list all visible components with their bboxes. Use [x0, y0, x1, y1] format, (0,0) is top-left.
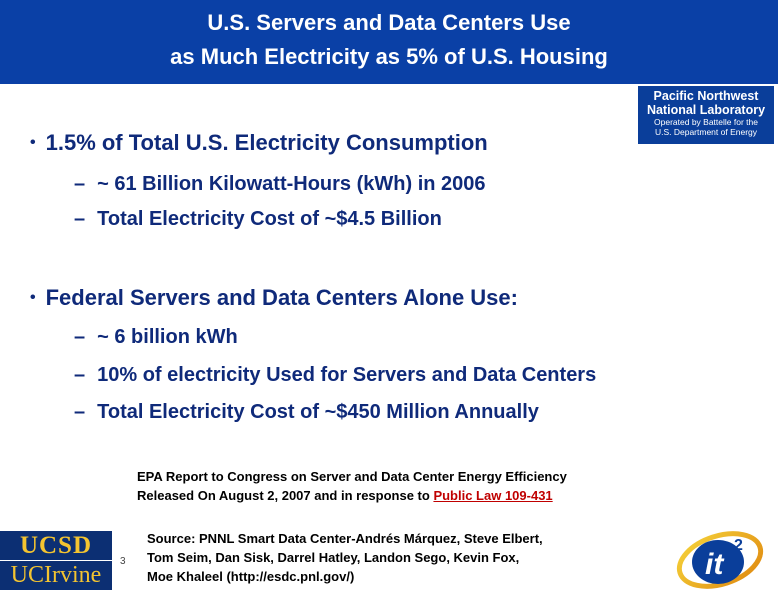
pnnl-logo-line-4: U.S. Department of Energy: [654, 127, 758, 137]
bullet-1: • 1.5% of Total U.S. Electricity Consumpt…: [30, 130, 488, 156]
it2-text: it: [705, 548, 725, 581]
bullet-2-sub-3: – Total Electricity Cost of ~$450 Million…: [74, 401, 539, 424]
pnnl-logo-line-1: Pacific Northwest: [653, 89, 759, 103]
source-line-1: Source: PNNL Smart Data Center-Andrés Má…: [147, 531, 543, 546]
it2-badge: [692, 540, 744, 584]
reference-line-1: EPA Report to Congress on Server and Dat…: [137, 469, 567, 484]
dash: –: [74, 173, 86, 195]
it2-swoosh: [676, 531, 764, 589]
sub-text: ~ 61 Billion Kilowatt-Hours (kWh) in 200…: [97, 173, 486, 195]
source-citation: Source: PNNL Smart Data Center-Andrés Má…: [147, 529, 543, 586]
bullet-1-sub-1: – ~ 61 Billion Kilowatt-Hours (kWh) in 20…: [74, 173, 486, 196]
bullet-dot: •: [30, 134, 36, 151]
ucsd-ucirvine-logo: UCSD UCIrvine: [0, 531, 112, 590]
reference-line-2: Released On August 2, 2007 and in respon…: [137, 486, 567, 505]
title-line-2: as Much Electricity as 5% of U.S. Housin…: [170, 44, 608, 69]
pnnl-logo-line-2: National Laboratory: [646, 103, 766, 117]
pnnl-logo: Pacific Northwest National Laboratory Op…: [638, 86, 774, 144]
pnnl-logo-line-3: Operated by Battelle for the: [654, 117, 758, 127]
bullet-1-sub-2: – Total Electricity Cost of ~$4.5 Billion: [74, 208, 442, 231]
source-line-3: Moe Khaleel (http://esdc.pnl.gov/): [147, 569, 355, 584]
dash: –: [74, 401, 86, 423]
bullet-dot: •: [30, 289, 36, 306]
bullet-2-sub-2: –10% of electricity Used for Servers and…: [74, 364, 596, 387]
page-number: 3: [120, 556, 126, 567]
it2-logo: it 2: [676, 531, 764, 589]
dash: –: [74, 208, 86, 230]
bullet-2-sub-1: – ~ 6 billion kWh: [74, 326, 238, 349]
sub-text: ~ 6 billion kWh: [97, 326, 238, 348]
epa-reference: EPA Report to Congress on Server and Dat…: [137, 467, 567, 505]
sub-text: Total Electricity Cost of ~$4.5 Billion: [97, 208, 442, 230]
bullet-1-text: 1.5% of Total U.S. Electricity Consumpti…: [45, 130, 488, 155]
reference-prefix: Released On August 2, 2007 and in respon…: [137, 488, 434, 503]
it2-superscript: 2: [734, 537, 743, 554]
dash: –: [74, 364, 86, 386]
title-bar: U.S. Servers and Data Centers Use as Muc…: [0, 0, 778, 84]
ucirvine-logo-text: UCIrvine: [0, 561, 112, 590]
ucsd-logo-text: UCSD: [0, 531, 112, 560]
public-law-link[interactable]: Public Law 109-431: [433, 488, 553, 503]
bullet-2: • Federal Servers and Data Centers Alone …: [30, 285, 518, 311]
slide-title: U.S. Servers and Data Centers Use as Muc…: [0, 6, 778, 74]
dash: –: [74, 326, 86, 348]
source-line-2: Tom Seim, Dan Sisk, Darrel Hatley, Lando…: [147, 550, 520, 565]
sub-text: 10% of electricity Used for Servers and …: [97, 364, 597, 386]
bullet-2-text: Federal Servers and Data Centers Alone U…: [45, 285, 518, 310]
title-line-1: U.S. Servers and Data Centers Use: [207, 10, 571, 35]
sub-text: Total Electricity Cost of ~$450 Million …: [97, 401, 539, 423]
